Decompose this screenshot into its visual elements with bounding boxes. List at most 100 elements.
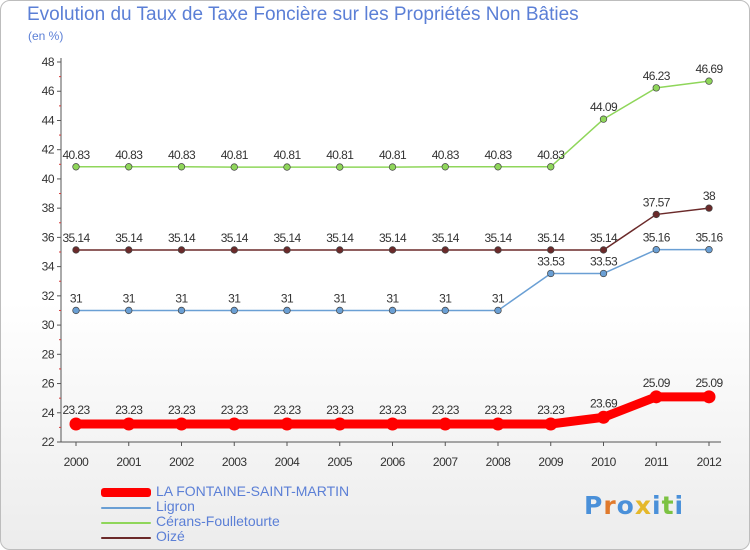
data-label: 25.09 <box>695 376 723 390</box>
data-label: 23.23 <box>484 403 512 417</box>
data-point <box>652 210 660 219</box>
data-label: 35.14 <box>484 231 512 245</box>
legend-swatch <box>101 522 151 524</box>
data-label: 35.14 <box>326 231 354 245</box>
data-point <box>652 246 660 254</box>
data-label: 46.69 <box>695 62 723 76</box>
data-label: 31 <box>492 291 505 305</box>
data-point <box>283 246 291 254</box>
data-point <box>494 246 502 254</box>
data-label: 35.14 <box>62 231 90 245</box>
data-label: 40.81 <box>273 148 301 162</box>
data-label: 40.83 <box>168 148 196 162</box>
data-point <box>125 163 133 171</box>
data-point <box>441 306 449 315</box>
data-point <box>705 204 713 212</box>
legend-swatch <box>101 488 151 497</box>
logo-letter: i <box>674 491 685 520</box>
data-point <box>69 417 83 431</box>
data-label: 23.23 <box>432 403 460 417</box>
x-tick-label: 2012 <box>697 455 723 469</box>
logo-letter: r <box>603 491 617 520</box>
data-point <box>388 163 397 171</box>
x-tick-label: 2008 <box>486 455 512 469</box>
data-point <box>283 306 291 315</box>
data-point <box>599 269 608 278</box>
logo-letter: i <box>652 491 662 520</box>
logo-letter: P <box>584 491 604 520</box>
data-point <box>283 163 291 171</box>
data-point <box>652 84 660 92</box>
y-tick-label: 38 <box>42 201 55 215</box>
x-tick-label: 2005 <box>327 455 353 469</box>
data-label: 31 <box>70 291 83 305</box>
x-tick-label: 2010 <box>591 455 617 469</box>
data-label: 31 <box>386 291 399 305</box>
data-label: 37.57 <box>643 195 671 209</box>
data-label: 40.81 <box>221 148 249 162</box>
x-tick-label: 2002 <box>169 455 195 469</box>
data-label: 46.23 <box>643 69 671 83</box>
data-point <box>597 410 610 424</box>
data-label: 23.23 <box>326 403 354 417</box>
data-point <box>702 390 716 404</box>
data-point <box>386 417 399 431</box>
data-point <box>705 77 713 85</box>
data-point <box>494 306 502 315</box>
x-tick-label: 2009 <box>538 455 564 469</box>
legend-label: Cérans-Foulletourte <box>156 513 280 529</box>
data-label: 35.14 <box>590 231 618 245</box>
legend-label: Ligron <box>156 498 195 514</box>
data-point <box>491 417 505 431</box>
data-label: 38 <box>703 189 716 203</box>
data-label: 40.83 <box>432 148 460 162</box>
data-point <box>388 246 397 254</box>
y-tick-label: 22 <box>42 435 55 449</box>
data-label: 40.83 <box>115 148 143 162</box>
data-label: 40.81 <box>326 148 354 162</box>
data-label: 31 <box>281 291 294 305</box>
y-tick-label: 26 <box>42 377 55 391</box>
data-point <box>333 417 347 431</box>
data-point <box>599 246 608 254</box>
data-point <box>125 246 133 254</box>
data-point <box>547 269 555 278</box>
data-point <box>177 306 186 315</box>
data-label: 40.81 <box>379 148 407 162</box>
data-label: 31 <box>228 291 241 305</box>
x-tick-label: 2003 <box>222 455 248 469</box>
data-point <box>122 417 136 431</box>
y-tick-label: 42 <box>42 143 55 157</box>
data-label: 40.83 <box>484 148 512 162</box>
x-tick-label: 2011 <box>644 455 669 469</box>
y-tick-label: 24 <box>42 406 55 420</box>
y-tick-label: 44 <box>42 113 55 127</box>
data-label: 31 <box>123 291 136 305</box>
data-point <box>441 163 449 171</box>
data-label: 23.69 <box>590 396 618 410</box>
x-tick-label: 2006 <box>380 455 406 469</box>
data-label: 23.23 <box>537 403 565 417</box>
data-label: 33.53 <box>537 254 565 268</box>
data-label: 40.83 <box>62 148 90 162</box>
logo-letter: x <box>634 491 652 520</box>
data-point <box>547 246 555 254</box>
data-label: 23.23 <box>62 403 90 417</box>
proxiti-logo: Proxiti <box>584 491 684 520</box>
data-point <box>175 417 188 431</box>
data-label: 35.14 <box>432 231 460 245</box>
data-point <box>177 163 186 171</box>
legend-label: Oizé <box>156 528 185 544</box>
y-tick-label: 28 <box>42 347 55 361</box>
data-point <box>649 390 663 404</box>
y-tick-label: 30 <box>42 318 55 332</box>
data-point <box>72 306 80 315</box>
x-tick-label: 2000 <box>64 455 90 469</box>
legend-swatch <box>101 507 151 509</box>
data-label: 44.09 <box>590 100 618 114</box>
data-point <box>280 417 294 431</box>
data-point <box>388 306 397 315</box>
x-tick-label: 2001 <box>116 455 142 469</box>
data-point <box>544 417 558 431</box>
